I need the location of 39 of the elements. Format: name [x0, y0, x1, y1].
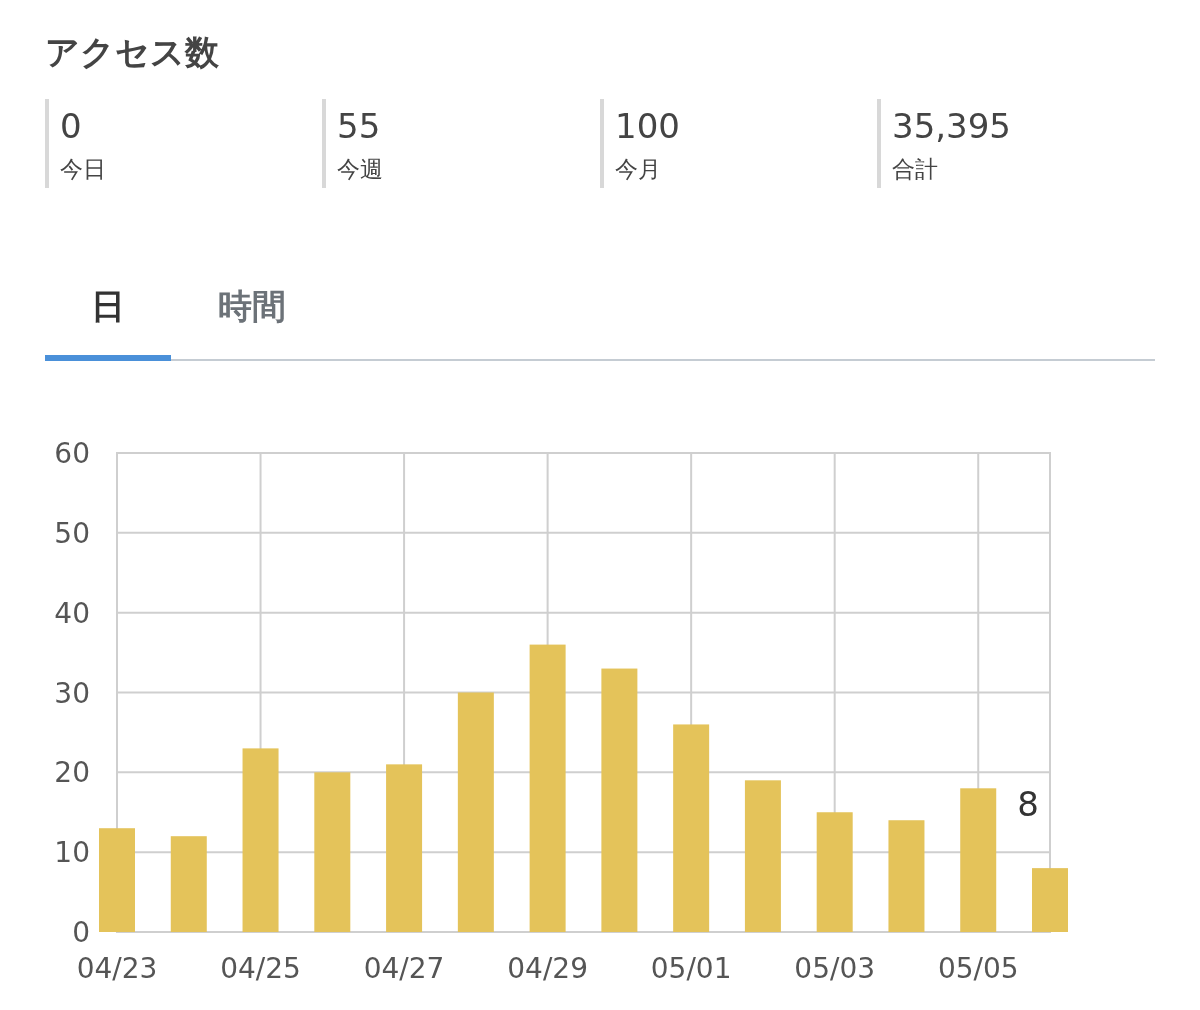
bar: [457, 692, 494, 932]
data-label: 8: [1017, 784, 1039, 825]
bar: [314, 772, 351, 932]
text: 今日: [60, 156, 106, 182]
y-tick-label: 50: [54, 516, 90, 550]
y-tick-label: 10: [54, 836, 90, 870]
y-tick-label: 0: [72, 916, 90, 949]
bar: [673, 724, 710, 932]
x-tick-label: 04/27: [363, 952, 445, 985]
text: 時間: [218, 286, 286, 326]
x-tick-label: 04/23: [76, 952, 158, 985]
text: 今週: [337, 156, 383, 182]
y-tick-label: 30: [54, 676, 90, 710]
y-tick-label: 20: [54, 756, 90, 790]
text: 35,395: [892, 106, 1011, 146]
bar: [170, 836, 207, 932]
text: 合計: [892, 156, 938, 182]
x-tick-label: 05/01: [650, 952, 732, 985]
bar: [386, 764, 423, 932]
bar: [99, 828, 135, 932]
bar: [601, 668, 638, 932]
bar: [816, 812, 853, 932]
x-tick-label: 05/03: [794, 952, 876, 985]
y-tick-label: 40: [54, 596, 90, 630]
bar: [1032, 868, 1068, 932]
text: 55: [337, 106, 381, 146]
x-tick-label: 04/25: [220, 952, 301, 985]
text: 日: [91, 286, 125, 326]
bar: [529, 644, 566, 932]
bar: [744, 780, 781, 932]
bar: [960, 788, 997, 932]
x-tick-label: 05/05: [937, 952, 1019, 985]
y-tick-label: 60: [54, 437, 90, 470]
text: 今月: [615, 156, 661, 182]
bar: [888, 820, 925, 932]
text: アクセス数: [45, 32, 220, 72]
bar: [242, 748, 279, 932]
text: 100: [615, 106, 680, 146]
x-tick-label: 04/29: [507, 952, 588, 985]
